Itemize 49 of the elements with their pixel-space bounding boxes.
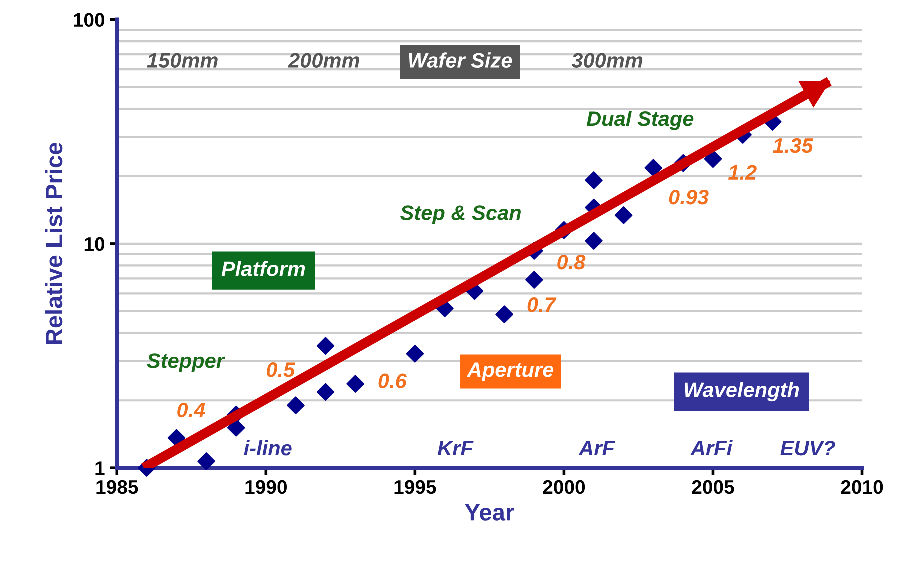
y-tick-label: 1 <box>96 462 105 476</box>
annotation: ArFi <box>690 440 733 456</box>
point <box>346 375 364 393</box>
annotation: 0.4 <box>178 402 206 418</box>
point <box>227 419 246 437</box>
x-tick-label: 2000 <box>543 480 586 494</box>
annotation: EUV? <box>780 440 836 456</box>
x-tick-label: 1990 <box>246 480 287 494</box>
annotation: 150mm <box>147 53 218 68</box>
point <box>496 306 514 324</box>
point <box>585 172 603 190</box>
annotation: Wafer Size <box>409 52 512 68</box>
point <box>287 396 305 415</box>
point <box>198 452 216 470</box>
annotation: 1.2 <box>728 165 757 180</box>
annotation: Wavelength <box>684 382 800 402</box>
x-tick-label: 2005 <box>692 480 734 494</box>
annotation: 0.8 <box>558 254 586 270</box>
point <box>316 383 335 402</box>
point <box>406 345 424 363</box>
annotation: Step & Scan <box>400 206 521 225</box>
x-tick-label: 2010 <box>841 480 884 494</box>
annotation: 1.35 <box>773 138 814 154</box>
annotation: 0.7 <box>528 298 557 312</box>
annotation: Stepper <box>147 354 226 372</box>
annotation: ArF <box>578 441 616 456</box>
point <box>525 271 544 289</box>
annotation: 300mm <box>572 53 643 68</box>
annotation: 200mm <box>288 53 360 68</box>
point <box>168 429 186 448</box>
annotation: 0.6 <box>378 374 407 389</box>
annotation: Dual Stage <box>586 110 694 130</box>
annotation: 0.5 <box>267 362 296 378</box>
y-axis-title: Relative List Price <box>45 143 63 344</box>
annotation: KrF <box>438 441 474 456</box>
point <box>585 232 603 250</box>
annotation: Aperture <box>466 362 554 382</box>
x-tick-label: 1995 <box>394 480 436 494</box>
point <box>704 150 722 168</box>
point <box>614 206 633 224</box>
y-tick-label: 10 <box>84 237 105 252</box>
point <box>316 337 335 356</box>
annotation: 0.93 <box>669 190 709 205</box>
y-tick-label: 100 <box>74 13 105 28</box>
annotation: i-line <box>244 440 292 456</box>
x-tick-label: 1985 <box>96 480 138 494</box>
point <box>644 159 663 177</box>
annotation: Platform <box>222 261 306 276</box>
x-axis-title: Year <box>465 504 514 521</box>
